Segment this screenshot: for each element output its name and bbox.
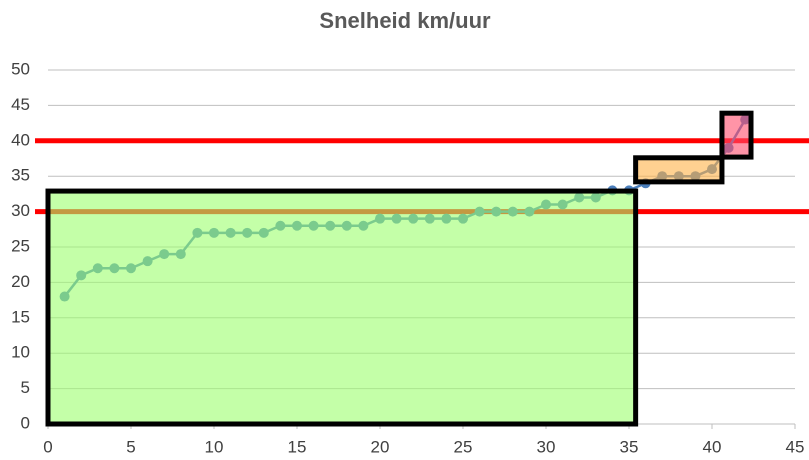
y-tick-label: 30 (11, 201, 30, 220)
y-tick-label: 40 (11, 130, 30, 149)
chart-title: Snelheid km/uur (319, 8, 491, 33)
x-tick-label: 30 (537, 437, 556, 456)
highlight-region (633, 155, 725, 185)
x-tick-label: 45 (786, 437, 805, 456)
y-tick-label: 35 (11, 166, 30, 185)
y-tick-label: 50 (11, 59, 30, 78)
highlight-region (45, 188, 639, 427)
y-tick-label: 5 (21, 378, 30, 397)
y-tick-label: 15 (11, 307, 30, 326)
x-tick-label: 20 (371, 437, 390, 456)
x-tick-label: 15 (288, 437, 307, 456)
y-tick-label: 25 (11, 236, 30, 255)
highlight-region (719, 110, 754, 160)
x-tick-label: 5 (126, 437, 135, 456)
y-tick-label: 10 (11, 343, 30, 362)
y-tick-label: 45 (11, 95, 30, 114)
x-tick-label: 35 (620, 437, 639, 456)
y-tick-label: 20 (11, 272, 30, 291)
x-tick-label: 40 (703, 437, 722, 456)
x-tick-label: 10 (205, 437, 224, 456)
y-tick-label: 0 (21, 413, 30, 432)
x-tick-label: 0 (43, 437, 52, 456)
x-tick-label: 25 (454, 437, 473, 456)
